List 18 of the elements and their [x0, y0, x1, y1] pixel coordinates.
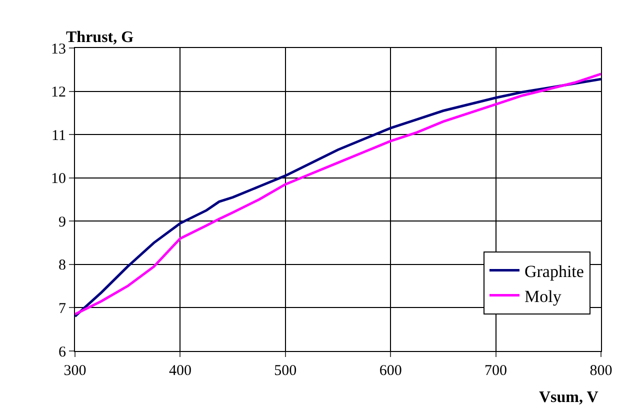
x-tick-label: 400	[168, 363, 192, 379]
y-axis-title: Thrust, G	[66, 29, 134, 46]
y-tick-label: 8	[58, 258, 66, 274]
legend-label: Graphite	[524, 262, 584, 281]
x-tick-label: 800	[590, 363, 612, 379]
y-tick-label: 11	[52, 128, 66, 144]
x-tick-label: 600	[379, 363, 402, 379]
x-tick-label: 500	[274, 363, 297, 379]
y-tick-label: 7	[58, 300, 66, 317]
y-tick-label: 6	[58, 344, 66, 360]
y-tick-label: 12	[51, 84, 66, 101]
x-axis-title: Vsum, V	[539, 389, 599, 406]
legend-label: Moly	[524, 286, 562, 306]
x-tick-label: 700	[484, 363, 508, 379]
x-tick-label: 300	[64, 363, 86, 379]
y-tick-label: 13	[51, 41, 66, 58]
y-tick-label: 9	[58, 214, 66, 230]
y-tick-label: 10	[51, 171, 66, 188]
